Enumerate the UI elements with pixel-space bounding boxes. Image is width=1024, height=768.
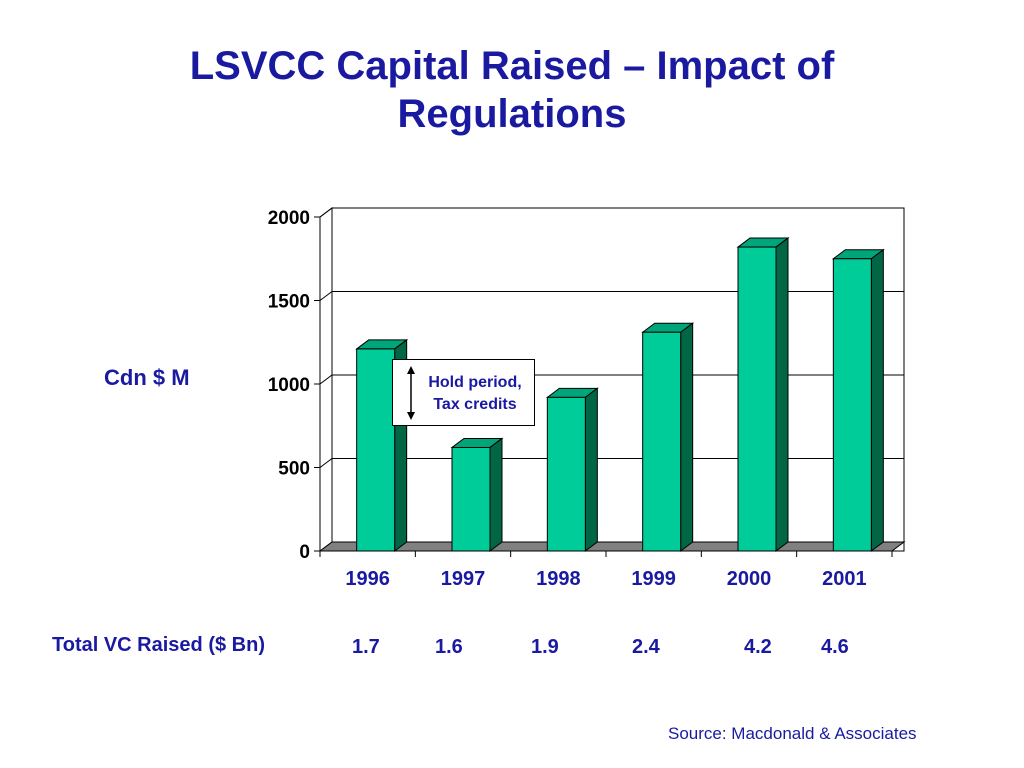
total-value-1997: 1.6 bbox=[435, 636, 463, 658]
x-category-label: 2001 bbox=[822, 568, 867, 590]
x-category-label: 2000 bbox=[727, 568, 772, 590]
bar-side-2001 bbox=[870, 248, 884, 552]
annotation-callout: Hold period, Tax credits bbox=[392, 359, 535, 426]
total-value-2000: 4.2 bbox=[744, 636, 772, 658]
x-category-label: 1999 bbox=[631, 568, 676, 590]
bar-side-2000 bbox=[775, 237, 789, 552]
callout-text: Hold period, Tax credits bbox=[415, 372, 535, 416]
bar-1996 bbox=[356, 348, 396, 552]
chart-title: LSVCC Capital Raised – Impact of Regulat… bbox=[0, 42, 1024, 138]
y-axis-label: Cdn $ M bbox=[104, 365, 190, 390]
callout-line-1: Hold period, bbox=[428, 374, 522, 391]
title-line-1: LSVCC Capital Raised – Impact of bbox=[189, 44, 835, 88]
y-tick-label: 500 bbox=[278, 459, 310, 480]
gridline bbox=[319, 207, 904, 218]
plot-floor bbox=[318, 541, 906, 552]
source-note: Source: Macdonald & Associates bbox=[668, 724, 917, 743]
bar-1998 bbox=[546, 396, 586, 552]
y-tick-label: 0 bbox=[299, 542, 310, 563]
double-arrow-icon bbox=[407, 366, 415, 420]
gridline bbox=[319, 374, 904, 385]
bar-1997 bbox=[451, 446, 491, 552]
total-value-1996: 1.7 bbox=[352, 636, 380, 658]
x-category-label: 1997 bbox=[441, 568, 486, 590]
total-value-2001: 4.6 bbox=[821, 636, 849, 658]
total-value-1998: 1.9 bbox=[531, 636, 559, 658]
bar-side-1997 bbox=[489, 437, 503, 552]
bar-side-1999 bbox=[680, 322, 694, 552]
x-category-label: 1998 bbox=[536, 568, 581, 590]
totals-label: Total VC Raised ($ Bn) bbox=[52, 634, 265, 656]
bar-1999 bbox=[642, 331, 682, 552]
y-tick-label: 1500 bbox=[268, 292, 310, 313]
callout-line-2: Tax credits bbox=[433, 396, 517, 413]
bar-side-1998 bbox=[584, 387, 598, 552]
bar-2000 bbox=[737, 246, 777, 552]
bar-chart: 0 500 1000 1500 2000 1996 1997 1998 1999 2000 2001 bbox=[268, 207, 906, 590]
total-value-1999: 2.4 bbox=[632, 636, 660, 658]
y-tick-label: 2000 bbox=[268, 208, 310, 229]
gridline bbox=[319, 458, 904, 468]
bar-2001 bbox=[832, 258, 872, 552]
gridline bbox=[319, 291, 904, 301]
x-category-label: 1996 bbox=[345, 568, 390, 590]
title-line-2: Regulations bbox=[397, 92, 627, 136]
y-tick-label: 1000 bbox=[268, 375, 310, 396]
